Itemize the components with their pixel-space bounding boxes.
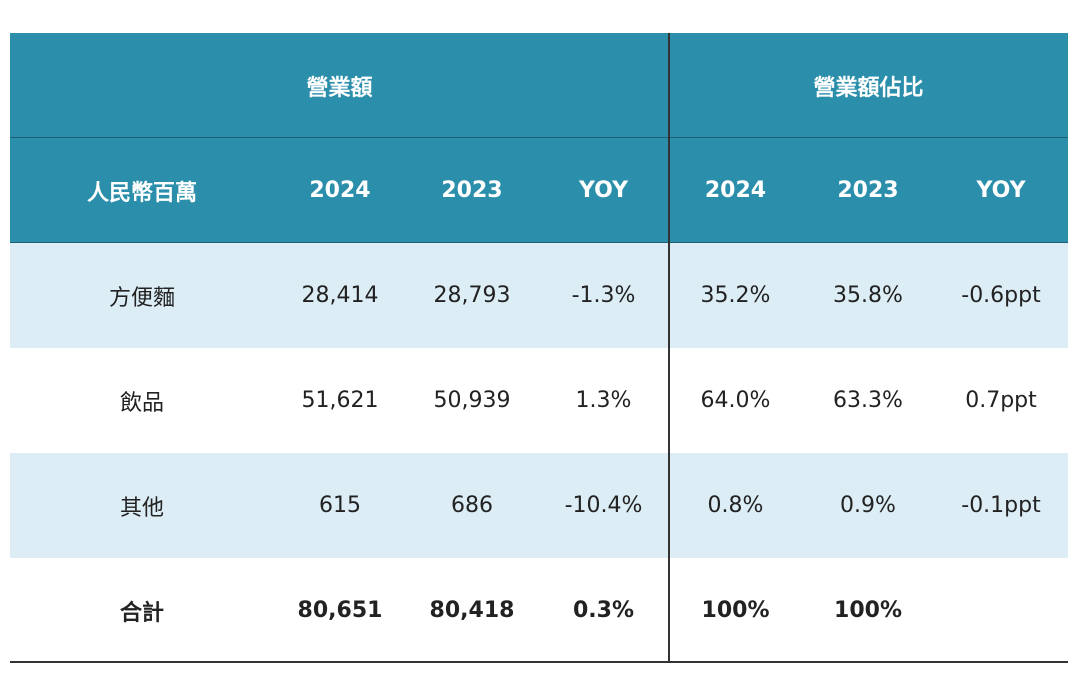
bottom-border <box>10 661 1068 663</box>
cell: -0.1ppt <box>961 493 1041 518</box>
group-header: 營業額 <box>10 33 669 138</box>
cell: 0.7ppt <box>965 388 1037 413</box>
cell: 1.3% <box>575 388 632 413</box>
cell: -1.3% <box>571 283 636 308</box>
row-background <box>10 348 1068 453</box>
cell: 35.2% <box>700 283 771 308</box>
cell: -0.6ppt <box>961 283 1041 308</box>
row-background <box>10 558 1068 663</box>
cell: 28,793 <box>433 283 511 308</box>
table: 營業額 營業額佔比 人民幣百萬 2024 2023 YOY 2024 2023 YOY 方便麵 28… <box>10 33 1068 665</box>
cell: 100% <box>701 598 770 623</box>
cell: 方便麵 <box>108 285 175 311</box>
cell: 35.8% <box>833 283 903 308</box>
cell: 合計 <box>119 600 164 626</box>
cell: 28,414 <box>301 283 379 308</box>
row-background <box>10 243 1068 348</box>
cell: 100% <box>834 598 902 623</box>
cell: 64.0% <box>700 388 771 413</box>
group-header: 營業額佔比 <box>669 33 1068 138</box>
cell: 0.3% <box>572 598 634 623</box>
cell: 63.3% <box>833 388 903 413</box>
cell: 飲品 <box>119 390 164 416</box>
column-header: 2023 <box>802 138 934 243</box>
cell: 0.9% <box>840 493 896 518</box>
column-header: 人民幣百萬 <box>10 138 274 243</box>
cell: 80,418 <box>429 598 515 623</box>
column-header: 2023 <box>406 138 538 243</box>
section-divider <box>668 33 670 663</box>
cell: 51,621 <box>301 388 379 413</box>
cell: 615 <box>319 493 361 518</box>
cell: 0.8% <box>707 493 764 518</box>
column-header: YOY <box>538 138 669 243</box>
column-header: 2024 <box>274 138 406 243</box>
column-header: 2024 <box>669 138 802 243</box>
cell: 其他 <box>119 495 164 521</box>
cell: 686 <box>451 493 493 518</box>
column-header: YOY <box>934 138 1068 243</box>
cell: 50,939 <box>433 388 511 413</box>
row-background <box>10 453 1068 558</box>
cell: 80,651 <box>297 598 383 623</box>
cell: -10.4% <box>564 493 643 518</box>
